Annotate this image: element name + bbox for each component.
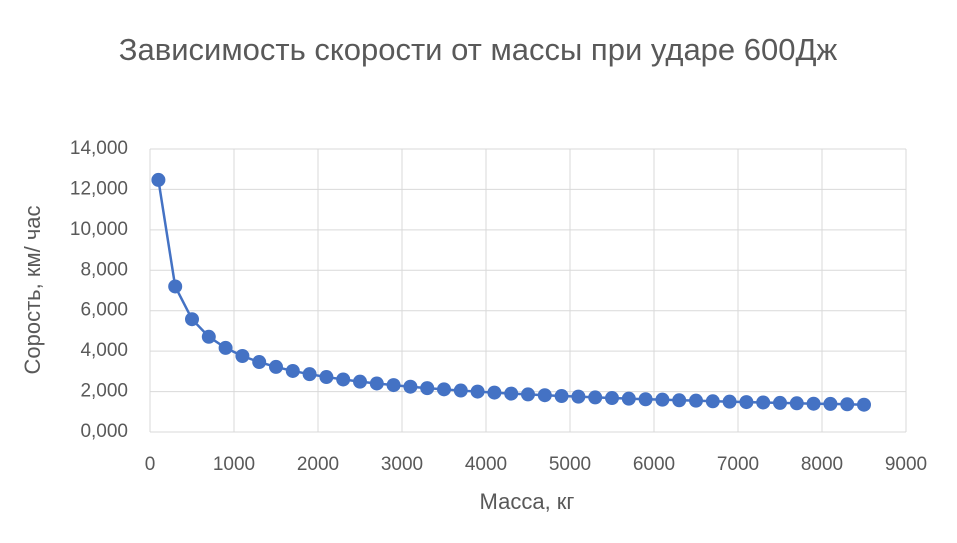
data-point [588, 390, 603, 405]
y-tick-label: 10,000 [70, 219, 128, 240]
y-axis-title: Сорость, км/ час [20, 205, 45, 374]
data-point [218, 340, 233, 355]
data-point [168, 279, 183, 294]
x-tick-label: 0 [145, 454, 156, 475]
data-point [621, 391, 636, 406]
data-point [403, 379, 418, 394]
data-point [285, 363, 300, 378]
data-point [605, 391, 619, 406]
data-point [537, 388, 552, 403]
data-point [554, 389, 569, 404]
data-point [453, 383, 468, 398]
data-point [235, 348, 250, 363]
x-tick-label: 1000 [213, 454, 255, 475]
data-point [487, 385, 502, 400]
data-point [420, 381, 435, 396]
x-tick-label: 3000 [381, 454, 423, 475]
data-point [840, 397, 855, 412]
data-point [151, 172, 166, 187]
data-point [369, 376, 384, 391]
data-point [437, 382, 451, 397]
y-tick-label: 4,000 [80, 340, 128, 361]
data-point [252, 355, 267, 370]
data-point [857, 397, 871, 412]
data-point [504, 386, 519, 401]
data-point [571, 389, 586, 404]
data-point [470, 384, 485, 399]
data-point [689, 393, 703, 408]
x-tick-label: 7000 [717, 454, 759, 475]
x-tick-label: 9000 [885, 454, 927, 475]
y-tick-label: 6,000 [80, 300, 128, 321]
data-point [806, 396, 821, 411]
x-tick-label: 2000 [297, 454, 339, 475]
y-tick-label: 12,000 [70, 178, 128, 199]
y-tick-label: 14,000 [70, 138, 128, 159]
data-point [336, 372, 351, 387]
x-tick-label: 5000 [549, 454, 591, 475]
x-axis-title: Масса, кг [480, 489, 575, 514]
data-point [302, 367, 317, 382]
data-point [773, 395, 787, 410]
data-point [789, 396, 804, 411]
data-point [655, 392, 670, 407]
data-point [521, 387, 535, 402]
data-point [705, 394, 720, 409]
data-point [201, 329, 216, 344]
data-point [672, 393, 687, 408]
x-tick-label: 6000 [633, 454, 675, 475]
y-tick-label: 8,000 [80, 259, 128, 280]
data-point [739, 395, 754, 410]
data-point [269, 359, 283, 374]
data-point [756, 395, 771, 410]
data-point [823, 396, 838, 411]
data-point [638, 392, 653, 407]
data-point [185, 312, 199, 327]
chart-title: Зависимость скорости от массы при ударе … [118, 32, 838, 67]
x-tick-label: 4000 [465, 454, 507, 475]
data-point [353, 374, 367, 389]
data-point [386, 378, 401, 393]
data-point [722, 394, 737, 409]
x-tick-label: 8000 [801, 454, 843, 475]
data-point [319, 370, 334, 385]
y-tick-label: 0,000 [80, 421, 128, 442]
y-tick-label: 2,000 [80, 381, 128, 402]
series-line [157, 179, 865, 406]
